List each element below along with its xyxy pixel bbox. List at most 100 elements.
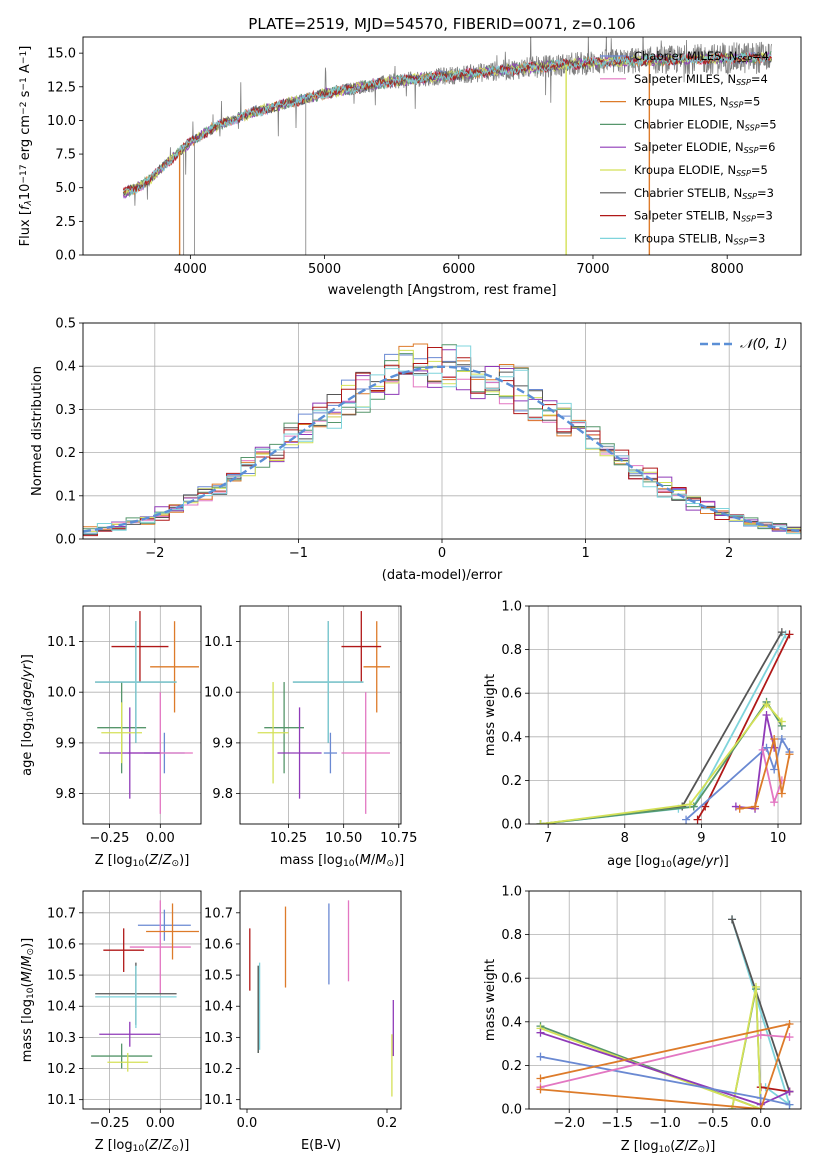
panel-z-age: −0.25 0.00 9.8 9.9 10.0 10.1 Z [log10(Z/Z⊙)] ag…: [20, 605, 202, 869]
weight-line: [731, 919, 791, 1092]
x-tick-label: −0.25: [90, 1116, 130, 1131]
y-tick-label: 10.6: [204, 937, 233, 952]
weight-marker: [693, 815, 702, 824]
y-tick-label: 10.6: [47, 937, 76, 952]
weight-marker: [770, 765, 779, 774]
axes-frame: [82, 890, 202, 1110]
y-tick-label: 9.9: [55, 736, 76, 751]
panel-mass-age: 10.25 10.50 10.75 9.8 9.9 10.0 10.1 mass [log10…: [204, 605, 417, 869]
weight-marker: [777, 789, 786, 798]
legend-label: Salpeter STELIB, NSSP=3: [634, 209, 773, 224]
plot-area-mass-age: [257, 611, 390, 814]
y-tick-label: 9.8: [55, 787, 76, 802]
x-tick-label: 8: [621, 831, 629, 846]
weight-marker: [785, 750, 794, 759]
y-tick-label: 0.8: [501, 643, 522, 658]
x-tick-label: −1.5: [601, 1116, 633, 1131]
y-tick-label: 9.9: [212, 736, 233, 751]
x-axis-label: mass [log10(M/M⊙)]: [280, 853, 404, 869]
axes-frame: [528, 890, 802, 1110]
panel-z-weight: −2.0 −1.5 −1.0 −0.5 0.0 0.0 0.2 0.4 0.6 0.8 1.0 Z […: [483, 885, 802, 1155]
weight-marker: [751, 802, 760, 811]
y-tick-label: 10.2: [204, 1062, 233, 1077]
y-tick-label: 10.1: [204, 635, 233, 650]
panel-residuals: −2 −1 0 1 2 0.0 0.1 0.2 0.3 0.4 0.5 𝒩(0, 1) (data-mo…: [30, 317, 802, 583]
x-tick-label: 5000: [308, 262, 341, 277]
weight-marker: [758, 745, 767, 754]
y-tick-label: 0.1: [55, 489, 76, 504]
y-tick-label: 0.2: [55, 446, 76, 461]
y-tick-label: 10.1: [204, 1093, 233, 1108]
axes-frame: [82, 322, 802, 540]
weight-marker: [785, 1019, 794, 1028]
x-tick-label: 10: [770, 831, 787, 846]
y-tick-label: 0.4: [501, 730, 522, 745]
weight-marker: [777, 734, 786, 743]
weight-marker: [756, 1105, 765, 1109]
y-tick-label: 10.5: [47, 969, 76, 984]
axes-frame: [82, 605, 202, 825]
y-tick-label: 0.3: [55, 403, 76, 418]
legend-label: Chabrier MILES, NSSP=4: [634, 49, 769, 64]
x-tick-label: −2.0: [553, 1116, 585, 1131]
y-tick-label: 10.4: [47, 1000, 76, 1015]
legend-label: Chabrier STELIB, NSSP=3: [634, 186, 774, 201]
axes-frame: [82, 36, 802, 256]
spectrum-legend: Chabrier MILES, NSSP=4 Salpeter MILES, NS…: [600, 49, 777, 246]
y-axis-label: Normed distribution: [30, 366, 45, 496]
x-tick-label: 0.00: [146, 831, 175, 846]
x-axis-label: (data-model)/error: [382, 568, 503, 583]
weight-line: [540, 633, 787, 824]
weight-marker: [756, 1030, 765, 1039]
x-tick-label: 10.25: [270, 831, 307, 846]
axes-frame: [239, 605, 402, 825]
panel-z-mass: −0.25 0.00 10.1 10.2 10.3 10.4 10.5 10.6 10.7 Z […: [20, 890, 202, 1154]
plot-area-z-weight: [536, 915, 794, 1109]
weight-marker: [536, 1085, 545, 1094]
axes-frame: [528, 605, 802, 825]
x-tick-label: −2: [145, 546, 164, 561]
weight-marker: [536, 1028, 545, 1037]
y-axis-label: mass weight: [483, 959, 498, 1041]
figure-title: PLATE=2519, MJD=54570, FIBERID=0071, z=0…: [248, 15, 635, 33]
y-tick-label: 0.8: [501, 928, 522, 943]
y-tick-label: 1.0: [501, 885, 522, 900]
y-tick-label: 0.5: [55, 317, 76, 332]
weight-marker: [777, 628, 786, 637]
plot-area-spectrum: [122, 37, 772, 255]
x-tick-label: 8000: [711, 262, 744, 277]
y-tick-label: 0.0: [55, 533, 76, 548]
plot-area-ebv-mass: [249, 900, 394, 1097]
y-tick-label: 0.2: [501, 1059, 522, 1074]
y-tick-label: 0.0: [501, 818, 522, 833]
legend-label: Kroupa ELODIE, NSSP=5: [634, 163, 768, 178]
axes-frame: [239, 890, 402, 1110]
x-tick-label: 0.2: [377, 1116, 398, 1131]
panel-age-weight: 7 8 9 10 0.0 0.2 0.4 0.6 0.8 1.0 age [log10(age/yr…: [483, 600, 802, 870]
x-axis-label: Z [log10(Z/Z⊙)]: [95, 853, 190, 869]
x-tick-label: 1: [581, 546, 589, 561]
y-tick-label: 0.4: [55, 360, 76, 375]
y-tick-label: 0.0: [55, 249, 76, 264]
weight-line: [696, 633, 791, 821]
y-tick-label: 0.4: [501, 1015, 522, 1030]
x-tick-label: 10.50: [325, 831, 362, 846]
x-tick-label: −1.0: [649, 1116, 681, 1131]
y-tick-label: 10.0: [47, 686, 76, 701]
legend-label: 𝒩(0, 1): [740, 337, 787, 352]
x-axis-label: Z [log10(Z/Z⊙)]: [621, 1139, 716, 1155]
weight-marker: [785, 1100, 794, 1109]
plot-area-z-age: [95, 611, 199, 814]
normal-curve: [83, 365, 801, 533]
x-tick-label: 7000: [576, 262, 609, 277]
weight-marker: [536, 1052, 545, 1061]
weight-marker: [682, 815, 691, 824]
residual-histogram: [83, 347, 801, 537]
weight-marker: [536, 1074, 545, 1083]
panel-ebv-mass: 0.0 0.2 10.1 10.2 10.3 10.4 10.5 10.6 10.7 E(B-V): [204, 890, 402, 1153]
x-tick-label: 0.0: [750, 1116, 771, 1131]
weight-marker: [728, 915, 737, 924]
weight-line: [540, 631, 783, 824]
plot-area-z-mass: [91, 900, 199, 1072]
